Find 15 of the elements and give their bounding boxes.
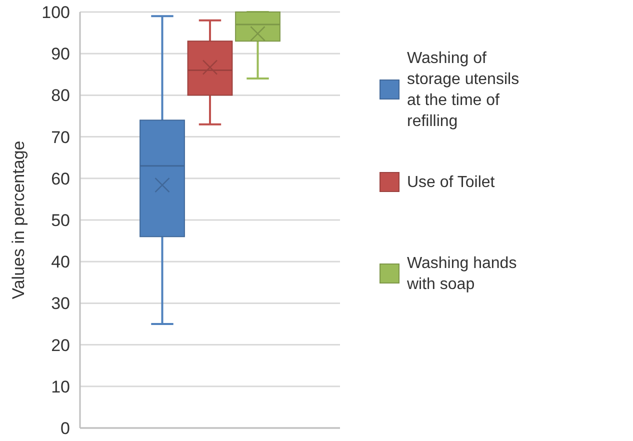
- y-tick-label: 60: [51, 169, 70, 188]
- y-tick-label: 90: [51, 44, 70, 64]
- y-tick-label: 40: [51, 252, 70, 272]
- legend-label: Use of Toilet: [407, 174, 496, 191]
- y-tick-label: 0: [60, 418, 70, 438]
- y-tick-label: 80: [51, 86, 70, 106]
- y-tick-label: 100: [42, 2, 70, 22]
- y-tick-label: 30: [51, 294, 70, 314]
- y-tick-label: 20: [51, 336, 70, 355]
- y-axis-title: Values in percentage: [9, 140, 28, 300]
- y-tick-label: 70: [51, 128, 70, 147]
- legend-label: Washing hands with soap: [406, 255, 517, 293]
- y-tick-label: 10: [51, 377, 70, 396]
- y-tick-label: 50: [51, 210, 70, 230]
- legend-label: Washing of storage utensils at the time of refilling: [407, 50, 520, 130]
